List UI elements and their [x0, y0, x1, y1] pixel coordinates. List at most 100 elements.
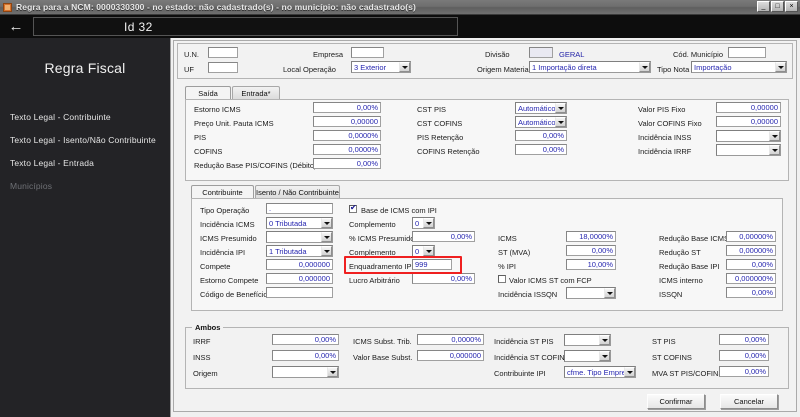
- close-button[interactable]: ×: [785, 1, 798, 12]
- issqn-input[interactable]: 0,00%: [726, 287, 776, 298]
- st-cofins-input[interactable]: 0,00%: [719, 350, 769, 361]
- preco-unit-pauta-icms-input[interactable]: 0,00000: [313, 116, 381, 127]
- enquadramento-ipi-input[interactable]: 999: [412, 259, 452, 270]
- complemento-icms-value: 0: [415, 219, 420, 228]
- cofins-input[interactable]: 0,0000%: [313, 144, 381, 155]
- un-input[interactable]: [208, 47, 238, 58]
- cst-pis-select[interactable]: Automático: [515, 102, 567, 114]
- label-st-cofins: ST COFINS: [652, 353, 692, 362]
- tipo-operacao-input[interactable]: .: [266, 203, 333, 214]
- minimize-button[interactable]: _: [757, 1, 770, 12]
- irrf-input[interactable]: 0,00%: [272, 334, 339, 345]
- confirm-button[interactable]: Confirmar: [647, 394, 705, 409]
- chevron-down-icon[interactable]: [399, 62, 410, 72]
- pct-icms-presumido-input[interactable]: 0,00%: [412, 231, 475, 242]
- cst-cofins-select[interactable]: Automático: [515, 116, 567, 128]
- reducao-st-input[interactable]: 0,00000%: [726, 245, 776, 256]
- icms-subst-trib-input[interactable]: 0,0000%: [417, 334, 484, 345]
- chevron-down-icon[interactable]: [599, 335, 610, 345]
- reducao-base-icms-input[interactable]: 0,00000%: [726, 231, 776, 242]
- pct-ipi-input[interactable]: 10,00%: [566, 259, 616, 270]
- incidencia-ipi-select[interactable]: 1 Tributada: [266, 245, 333, 257]
- sidebar: Regra Fiscal Texto Legal - Contribuinte …: [0, 38, 170, 417]
- label-codigo-beneficio: Código de Benefício: [200, 290, 268, 299]
- sidebar-item-texto-legal-contribuinte[interactable]: Texto Legal - Contribuinte: [10, 111, 111, 122]
- incidencia-st-cofins-select[interactable]: [564, 350, 611, 362]
- chevron-down-icon[interactable]: [423, 246, 434, 256]
- reducao-base-ipi-input[interactable]: 0,00%: [726, 259, 776, 270]
- empresa-input[interactable]: [351, 47, 384, 58]
- chevron-down-icon[interactable]: [769, 145, 780, 155]
- base-icms-com-ipi-checkbox[interactable]: [349, 203, 357, 213]
- back-arrow-icon[interactable]: ←: [8, 18, 24, 35]
- origem-select[interactable]: [272, 366, 339, 378]
- tab-entrada[interactable]: Entrada*: [232, 86, 280, 99]
- label-estorno-compete: Estorno Compete: [200, 276, 259, 285]
- icms-interno-input[interactable]: 0,000000%: [726, 273, 776, 284]
- chevron-down-icon[interactable]: [423, 218, 434, 228]
- estorno-icms-input[interactable]: 0,00%: [313, 102, 381, 113]
- chevron-down-icon[interactable]: [321, 232, 332, 242]
- chevron-down-icon[interactable]: [769, 131, 780, 141]
- chevron-down-icon[interactable]: [327, 367, 338, 377]
- tab-contribuinte[interactable]: Contribuinte: [191, 185, 254, 198]
- maximize-button[interactable]: □: [771, 1, 784, 12]
- label-complemento-icms: Complemento: [349, 220, 396, 229]
- pis-input[interactable]: 0,0000%: [313, 130, 381, 141]
- label-incidencia-icms: Incidência ICMS: [200, 220, 255, 229]
- sidebar-item-municipios[interactable]: Municípios: [10, 180, 53, 191]
- chevron-down-icon[interactable]: [555, 103, 566, 113]
- uf-input[interactable]: [208, 62, 238, 73]
- chevron-down-icon[interactable]: [604, 288, 615, 298]
- divisao-input[interactable]: [529, 47, 553, 58]
- incidencia-issqn-select[interactable]: [566, 287, 616, 299]
- valor-base-subst-input[interactable]: 0,000000: [417, 350, 484, 361]
- incidencia-inss-select[interactable]: [716, 130, 781, 142]
- label-cod-municipio: Cód. Município: [673, 50, 724, 59]
- valor-pis-fixo-input[interactable]: 0,00000: [716, 102, 781, 113]
- pis-retencao-input[interactable]: 0,00%: [515, 130, 567, 141]
- lucro-arbitrario-input[interactable]: 0,00%: [412, 273, 475, 284]
- codigo-beneficio-input[interactable]: [266, 287, 333, 298]
- inss-input[interactable]: 0,00%: [272, 350, 339, 361]
- record-id-label: Id 32: [124, 19, 153, 34]
- chevron-down-icon[interactable]: [321, 246, 332, 256]
- st-mva-input[interactable]: 0,00%: [566, 245, 616, 256]
- tab-isento-nao-contribuinte[interactable]: Isento / Não Contribuinte: [255, 185, 340, 198]
- cod-municipio-input[interactable]: [728, 47, 766, 58]
- chevron-down-icon[interactable]: [555, 117, 566, 127]
- chevron-down-icon[interactable]: [639, 62, 650, 72]
- st-pis-input[interactable]: 0,00%: [719, 334, 769, 345]
- cancel-button[interactable]: Cancelar: [720, 394, 778, 409]
- sidebar-item-texto-legal-entrada[interactable]: Texto Legal - Entrada: [10, 157, 94, 168]
- cofins-retencao-input[interactable]: 0,00%: [515, 144, 567, 155]
- incidencia-irrf-select[interactable]: [716, 144, 781, 156]
- icms-presumido-select[interactable]: [266, 231, 333, 243]
- sidebar-item-texto-legal-isento[interactable]: Texto Legal - Isento/Não Contribuinte: [10, 134, 156, 145]
- tipo-nota-select[interactable]: Importação: [691, 61, 787, 73]
- incidencia-st-pis-select[interactable]: [564, 334, 611, 346]
- estorno-compete-input[interactable]: 0,000000: [266, 273, 333, 284]
- chevron-down-icon[interactable]: [624, 367, 635, 377]
- divisao-text: GERAL: [559, 50, 585, 59]
- tab-saida[interactable]: Saída: [185, 86, 231, 99]
- complemento-ipi-select[interactable]: 0: [412, 245, 435, 257]
- contribuinte-ipi-select[interactable]: cfme. Tipo Empresa: [564, 366, 636, 378]
- chevron-down-icon[interactable]: [599, 351, 610, 361]
- complemento-icms-select[interactable]: 0: [412, 217, 435, 229]
- local-operacao-select[interactable]: 3 Exterior: [351, 61, 411, 73]
- icms-input[interactable]: 18,0000%: [566, 231, 616, 242]
- incidencia-icms-select[interactable]: 0 Tributada: [266, 217, 333, 229]
- reducao-base-pis-cofins-input[interactable]: 0,00%: [313, 158, 381, 169]
- label-irrf: IRRF: [193, 337, 211, 346]
- mva-st-pis-cofins-input[interactable]: 0,00%: [719, 366, 769, 377]
- sidebar-title: Regra Fiscal: [44, 60, 126, 76]
- chevron-down-icon[interactable]: [321, 218, 332, 228]
- compete-input[interactable]: 0,000000: [266, 259, 333, 270]
- chevron-down-icon[interactable]: [775, 62, 786, 72]
- label-icms: ICMS: [498, 234, 517, 243]
- valor-cofins-fixo-input[interactable]: 0,00000: [716, 116, 781, 127]
- valor-icms-st-com-fcp-checkbox[interactable]: [498, 275, 506, 283]
- label-incidencia-st-cofins: Incidência ST COFINS: [494, 353, 570, 362]
- origem-material-select[interactable]: 1 Importação direta: [529, 61, 651, 73]
